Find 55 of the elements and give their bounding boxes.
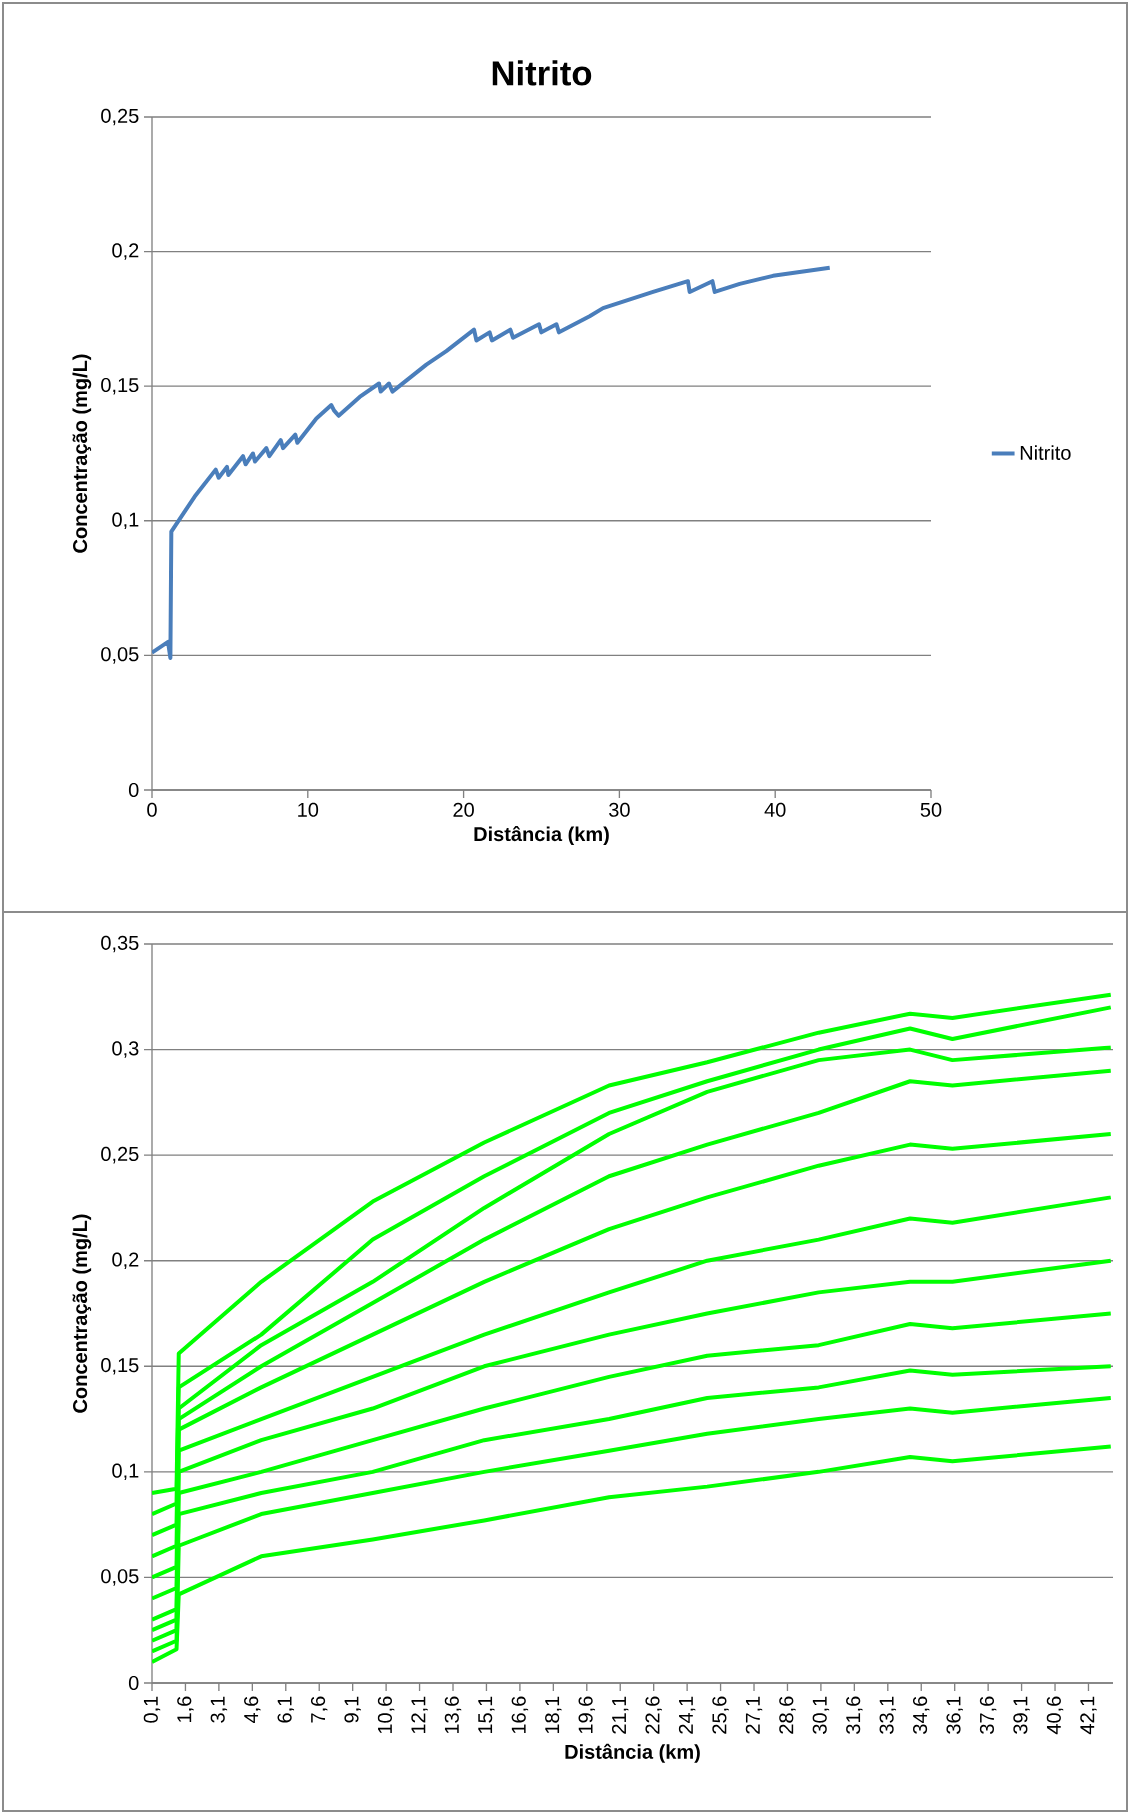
x-tick-label: 27,1 — [745, 1696, 763, 1734]
y-tick-label: 0,25 — [101, 1146, 139, 1164]
x-tick-label: 34,6 — [912, 1696, 930, 1734]
x-tick-label: 22,6 — [645, 1696, 662, 1734]
x-tick-label: 37,6 — [979, 1696, 997, 1734]
y-tick-label: 0 — [128, 1675, 139, 1691]
x-tick-label: 3,1 — [210, 1696, 228, 1723]
y-tick-label: 0,15 — [101, 377, 139, 395]
x-tick-label: 20 — [453, 802, 474, 817]
y-tick-label: 0,2 — [112, 243, 139, 260]
x-tick-label: 42,1 — [1080, 1696, 1097, 1735]
x-tick-label: 16,6 — [511, 1696, 529, 1734]
x-tick-label: 24,1 — [678, 1696, 696, 1734]
x-tick-label: 4,6 — [244, 1696, 261, 1724]
x-tick-label: 21,1 — [611, 1696, 629, 1734]
x-tick-label: 25,6 — [712, 1696, 729, 1734]
y-tick-label: 0,2 — [112, 1252, 139, 1269]
chart-title: Nitrito — [492, 60, 592, 86]
x-tick-label: 30,1 — [812, 1696, 830, 1734]
x-tick-label: 36,1 — [946, 1696, 963, 1734]
y-tick-label: 0 — [128, 782, 139, 798]
y-tick-label: 0,25 — [101, 108, 139, 126]
x-axis-title: Distância (km) — [565, 1743, 700, 1763]
x-tick-label: 12,1 — [411, 1696, 428, 1734]
x-tick-label: 15,1 — [478, 1696, 495, 1734]
x-tick-label: 50 — [920, 802, 942, 817]
y-tick-label: 0,1 — [112, 512, 139, 530]
x-tick-label: 13,6 — [444, 1696, 462, 1734]
x-tick-label: 6,1 — [277, 1696, 295, 1723]
x-tick-label: 30 — [609, 802, 630, 817]
x-tick-label: 18,1 — [545, 1696, 562, 1734]
legend-label: Nitrito — [1020, 445, 1071, 460]
y-tick-label: 0,05 — [101, 647, 139, 664]
x-tick-label: 40,6 — [1046, 1696, 1064, 1735]
x-tick-label: 7,6 — [310, 1696, 328, 1723]
y-tick-label: 0,05 — [101, 1569, 139, 1586]
x-tick-label: 31,6 — [846, 1696, 863, 1734]
y-tick-label: 0,15 — [101, 1358, 139, 1375]
line-series — [152, 265, 832, 661]
x-tick-label: 10,6 — [377, 1696, 395, 1734]
x-tick-label: 0 — [147, 802, 157, 817]
y-axis-title: Concentração (mg/L) — [72, 354, 92, 553]
y-tick-label: 0,3 — [112, 1041, 139, 1058]
x-axis-title: Distância (km) — [474, 826, 609, 846]
x-tick-label: 39,1 — [1013, 1696, 1030, 1734]
y-axis-title: Concentração (mg/L) — [72, 1214, 92, 1413]
y-tick-label: 0,1 — [112, 1463, 139, 1481]
x-tick-label: 9,1 — [344, 1696, 361, 1723]
x-tick-label: 1,6 — [177, 1696, 194, 1722]
x-tick-label: 10 — [298, 802, 319, 817]
x-tick-label: 33,1 — [879, 1696, 897, 1734]
x-tick-label: 19,6 — [578, 1696, 596, 1734]
x-tick-label: 28,6 — [779, 1696, 796, 1734]
y-tick-label: 0,35 — [101, 935, 139, 953]
x-tick-label: 40 — [764, 802, 786, 817]
